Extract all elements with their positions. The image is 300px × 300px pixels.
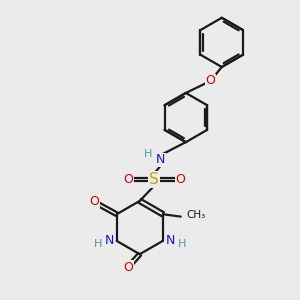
Text: O: O — [89, 195, 99, 208]
Text: N: N — [156, 153, 166, 167]
Text: H: H — [177, 239, 186, 249]
Text: O: O — [206, 74, 215, 88]
Text: H: H — [94, 239, 102, 249]
Text: N: N — [166, 234, 175, 248]
Text: N: N — [104, 234, 114, 248]
Text: CH₃: CH₃ — [187, 210, 206, 220]
Text: O: O — [176, 173, 185, 186]
Text: S: S — [149, 172, 159, 187]
Text: H: H — [144, 149, 152, 159]
Text: O: O — [123, 261, 133, 274]
Text: O: O — [123, 173, 133, 186]
